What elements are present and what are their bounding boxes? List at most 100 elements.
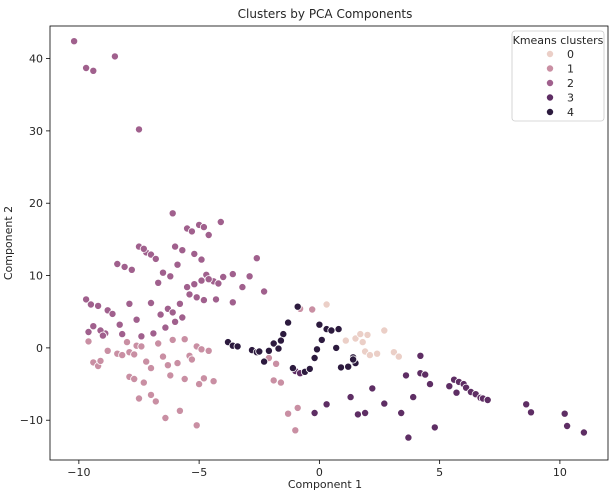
data-point-cluster-4: [305, 364, 314, 373]
legend-title: Kmeans clusters: [513, 34, 604, 47]
data-point-cluster-4: [269, 339, 278, 348]
data-point-cluster-1: [130, 350, 139, 359]
data-point-cluster-1: [175, 406, 184, 415]
data-point-cluster-2: [110, 52, 119, 61]
data-point-cluster-1: [192, 421, 201, 430]
data-point-cluster-2: [70, 37, 79, 46]
legend-marker-4: [546, 108, 555, 117]
data-point-cluster-2: [192, 293, 201, 302]
data-point-cluster-2: [178, 313, 187, 322]
data-point-cluster-2: [168, 209, 177, 218]
data-point-cluster-2: [166, 272, 175, 281]
legend-label-3: 3: [567, 92, 574, 105]
data-point-cluster-2: [86, 300, 95, 309]
data-point-cluster-2: [82, 64, 91, 73]
data-point-cluster-2: [139, 244, 148, 253]
data-point-cluster-2: [149, 329, 158, 338]
data-point-cluster-2: [204, 275, 213, 284]
data-point-cluster-4: [284, 318, 293, 327]
data-point-cluster-2: [173, 260, 182, 269]
data-point-cluster-1: [168, 335, 177, 344]
data-point-cluster-4: [334, 325, 343, 334]
data-point-cluster-1: [199, 374, 208, 383]
data-point-cluster-2: [197, 255, 206, 264]
data-point-cluster-1: [146, 390, 155, 399]
data-point-cluster-3: [563, 421, 572, 430]
x-axis-label: Component 1: [288, 478, 362, 491]
data-point-cluster-3: [380, 399, 389, 408]
data-point-cluster-2: [120, 262, 129, 271]
data-point-cluster-4: [315, 320, 324, 329]
data-point-cluster-3: [527, 408, 536, 417]
data-point-cluster-0: [356, 330, 365, 339]
data-point-cluster-4: [332, 343, 341, 352]
data-point-cluster-4: [312, 345, 321, 354]
data-point-cluster-0: [363, 330, 372, 339]
data-point-cluster-0: [365, 351, 374, 360]
data-point-cluster-2: [199, 223, 208, 232]
legend-marker-0: [546, 50, 555, 59]
x-tick-label: 10: [553, 466, 567, 479]
data-point-cluster-2: [228, 298, 237, 307]
data-point-cluster-4: [344, 362, 353, 371]
data-point-cluster-2: [125, 299, 134, 308]
data-point-cluster-1: [195, 380, 204, 389]
legend-marker-2: [546, 79, 555, 88]
data-point-cluster-1: [96, 356, 105, 365]
data-point-cluster-2: [113, 259, 122, 268]
data-point-cluster-2: [161, 323, 170, 332]
data-point-cluster-4: [293, 302, 302, 311]
data-point-cluster-2: [151, 254, 160, 263]
data-point-cluster-0: [322, 300, 331, 309]
data-point-cluster-2: [115, 320, 124, 329]
data-point-cluster-2: [216, 217, 225, 226]
data-point-cluster-4: [317, 335, 326, 344]
y-tick-label: −10: [20, 414, 43, 427]
data-point-cluster-1: [139, 378, 148, 387]
data-point-cluster-3: [560, 409, 569, 418]
data-point-cluster-1: [137, 342, 146, 351]
data-point-cluster-2: [197, 276, 206, 285]
data-point-cluster-3: [397, 408, 406, 417]
legend-label-1: 1: [567, 63, 574, 76]
data-point-cluster-1: [209, 377, 218, 386]
data-point-cluster-1: [197, 345, 206, 354]
data-point-cluster-3: [430, 423, 439, 432]
data-point-cluster-1: [84, 337, 93, 346]
data-point-cluster-2: [252, 254, 261, 263]
x-tick-label: 5: [436, 466, 443, 479]
data-point-cluster-1: [163, 361, 172, 370]
legend-label-4: 4: [567, 106, 574, 119]
data-point-cluster-3: [452, 388, 461, 397]
data-point-cluster-3: [346, 393, 355, 402]
data-point-cluster-2: [118, 330, 127, 339]
data-point-cluster-1: [276, 378, 285, 387]
points-layer: [70, 37, 588, 442]
data-point-cluster-3: [361, 408, 370, 417]
data-point-cluster-1: [180, 374, 189, 383]
data-point-cluster-2: [190, 249, 199, 258]
data-point-cluster-2: [185, 290, 194, 299]
data-point-cluster-3: [416, 351, 425, 360]
data-point-cluster-4: [349, 355, 358, 364]
y-tick-label: 30: [29, 125, 43, 138]
data-point-cluster-2: [171, 317, 180, 326]
data-point-cluster-1: [291, 426, 300, 435]
data-point-cluster-3: [353, 410, 362, 419]
data-point-cluster-2: [134, 125, 143, 134]
data-point-cluster-1: [154, 339, 163, 348]
x-tick-label: −5: [191, 466, 207, 479]
data-point-cluster-2: [89, 66, 98, 75]
x-tick-label: −10: [67, 466, 90, 479]
data-point-cluster-3: [579, 428, 588, 437]
data-point-cluster-4: [255, 347, 264, 356]
data-point-cluster-1: [173, 359, 182, 368]
data-point-cluster-4: [276, 336, 285, 345]
chart-title: Clusters by PCA Components: [238, 7, 413, 21]
data-point-cluster-2: [260, 287, 269, 296]
data-point-cluster-3: [322, 400, 331, 409]
data-point-cluster-2: [137, 332, 146, 341]
data-point-cluster-1: [123, 338, 132, 347]
